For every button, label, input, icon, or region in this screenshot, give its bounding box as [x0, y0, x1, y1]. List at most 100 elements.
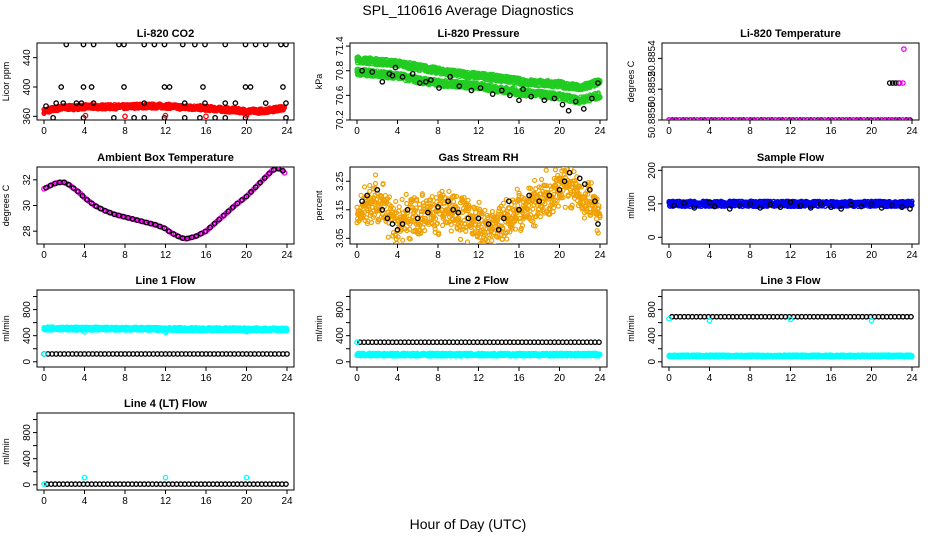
series-red-2 — [82, 112, 250, 120]
data-point — [409, 70, 416, 77]
panel-title: Gas Stream RH — [438, 152, 518, 164]
x-tick-label: 4 — [82, 250, 88, 261]
data-point — [392, 64, 399, 71]
data-point — [446, 188, 452, 195]
x-tick-label: 8 — [435, 126, 441, 137]
data-point — [889, 80, 896, 86]
data-point — [242, 84, 249, 90]
data-point — [708, 117, 715, 120]
data-point — [425, 209, 431, 216]
x-tick-label: 16 — [513, 126, 525, 137]
data-point — [79, 192, 86, 199]
data-point — [166, 84, 173, 90]
data-point — [828, 204, 834, 211]
x-tick-label: 16 — [200, 126, 212, 137]
data-point — [585, 191, 591, 197]
data-point — [900, 80, 906, 86]
x-tick-label: 4 — [395, 250, 401, 261]
data-point — [367, 188, 373, 194]
data-point — [485, 221, 492, 227]
data-point — [546, 192, 553, 199]
data-point — [682, 117, 689, 120]
data-point — [495, 226, 502, 233]
data-point — [451, 194, 457, 200]
data-point — [141, 100, 148, 106]
data-point — [387, 206, 394, 212]
data-point — [886, 80, 893, 86]
data-point — [878, 204, 885, 211]
data-point — [872, 117, 878, 120]
data-point — [50, 114, 56, 120]
data-point — [247, 84, 254, 90]
data-point — [581, 215, 587, 221]
data-point — [671, 202, 677, 209]
data-point — [677, 117, 683, 120]
data-point — [432, 226, 438, 232]
data-point — [566, 169, 573, 176]
data-point — [512, 226, 519, 232]
data-point — [408, 199, 414, 205]
data-point — [816, 117, 823, 120]
data-point — [450, 206, 457, 213]
data-point — [97, 205, 104, 212]
data-point — [671, 117, 678, 120]
data-point — [587, 186, 593, 193]
data-point — [565, 107, 572, 114]
x-tick-label: 12 — [785, 126, 797, 137]
data-point — [222, 43, 229, 48]
x-tick-label: 16 — [825, 126, 837, 137]
data-point — [844, 117, 851, 120]
data-point — [207, 224, 213, 231]
data-point — [900, 117, 906, 120]
data-point — [407, 236, 413, 242]
data-point — [433, 195, 439, 201]
data-point — [894, 117, 901, 120]
data-point — [262, 43, 269, 48]
y-axis-label: percent — [314, 190, 324, 221]
data-point — [141, 43, 148, 48]
data-point — [797, 202, 804, 209]
data-point — [399, 74, 406, 80]
data-point — [901, 46, 907, 53]
data-point — [90, 43, 97, 48]
series-black-2 — [359, 64, 601, 114]
data-point — [597, 214, 603, 220]
data-point — [861, 117, 867, 120]
data-point — [805, 117, 812, 120]
data-point — [162, 112, 169, 119]
data-point — [93, 203, 99, 210]
data-point — [90, 100, 97, 106]
data-point — [827, 117, 834, 120]
data-point — [516, 206, 522, 213]
data-point — [688, 117, 695, 120]
x-tick-label: 4 — [395, 126, 401, 137]
data-point — [78, 100, 85, 106]
data-point — [561, 178, 568, 185]
x-tick-label: 12 — [160, 250, 172, 261]
y-tick-label: 50.8854 — [647, 40, 658, 77]
x-tick-label: 0 — [354, 250, 360, 261]
data-point — [592, 198, 598, 205]
x-tick-label: 24 — [281, 126, 293, 137]
data-point — [527, 212, 534, 218]
y-tick-label: 200 — [647, 162, 658, 179]
data-point — [517, 219, 523, 225]
data-point — [541, 97, 548, 104]
panel-title: Sample Flow — [757, 152, 825, 164]
y-axis-label: degrees C — [1, 184, 11, 226]
data-point — [234, 200, 241, 207]
panel-title: Li-820 Temperature — [740, 28, 841, 40]
data-point — [749, 117, 756, 120]
data-point — [564, 167, 568, 168]
data-point — [580, 106, 587, 112]
data-point — [448, 228, 454, 234]
data-point — [202, 228, 209, 235]
data-point — [257, 179, 264, 186]
panel-plot-area — [41, 43, 289, 120]
data-point — [681, 200, 688, 207]
data-point — [468, 222, 474, 228]
data-point — [399, 196, 405, 202]
data-point — [181, 114, 188, 120]
data-point — [151, 43, 158, 48]
